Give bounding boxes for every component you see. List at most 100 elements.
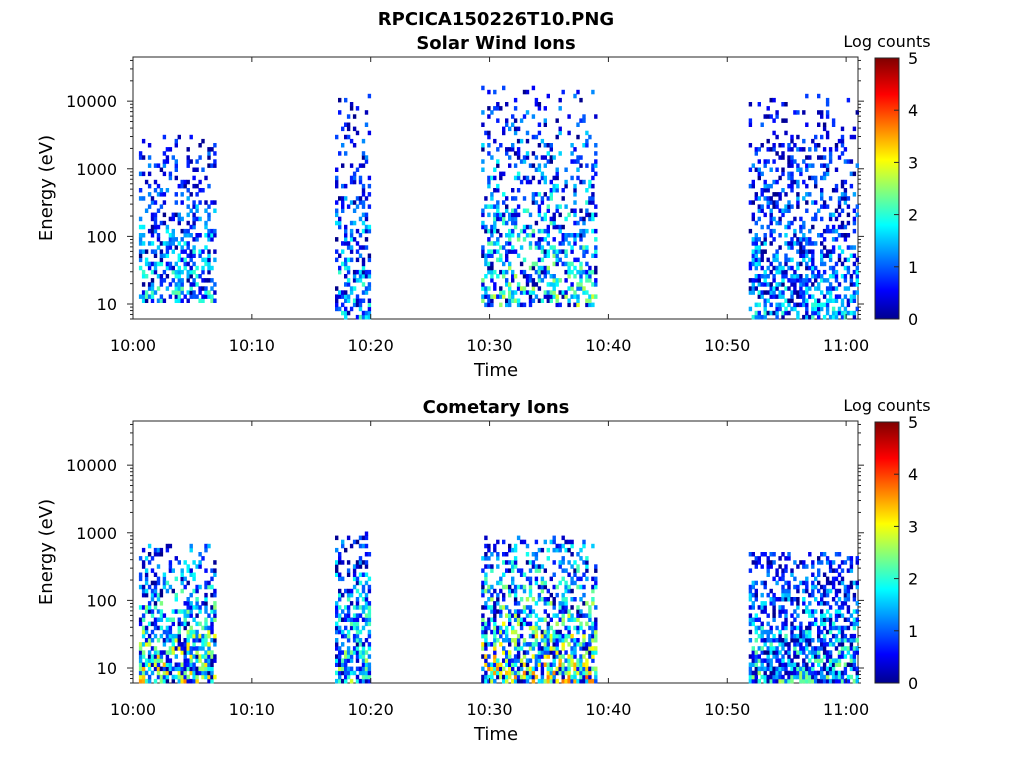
heatmap-cell	[769, 208, 773, 213]
heatmap-cell	[543, 269, 547, 275]
heatmap-cell	[546, 253, 550, 258]
heatmap-cell	[766, 560, 770, 565]
heatmap-cell	[534, 666, 539, 672]
heatmap-cell	[153, 547, 158, 553]
heatmap-cell	[549, 179, 553, 185]
heatmap-cell	[802, 674, 806, 680]
heatmap-cell	[484, 294, 488, 299]
heatmap-cell	[820, 670, 824, 676]
heatmap-cell	[171, 155, 175, 160]
heatmap-cell	[505, 568, 509, 573]
heatmap-cell	[763, 163, 767, 168]
heatmap-cell	[748, 629, 753, 635]
heatmap-cell	[564, 666, 568, 672]
heatmap-cell	[183, 294, 187, 299]
heatmap-cell	[141, 224, 146, 230]
heatmap-cell	[358, 175, 363, 181]
heatmap-cell	[802, 666, 806, 672]
heatmap-cell	[787, 163, 791, 168]
heatmap-cell	[817, 143, 821, 148]
heatmap-cell	[213, 601, 217, 606]
heatmap-cell	[843, 625, 848, 631]
heatmap-cell	[766, 159, 770, 164]
heatmap-cell	[579, 613, 583, 618]
heatmap-cell	[840, 560, 845, 565]
heatmap-cell	[141, 155, 146, 160]
heatmap-cell	[346, 670, 351, 676]
heatmap-cell	[481, 143, 485, 148]
heatmap-cell	[174, 638, 178, 643]
heatmap-cell	[760, 122, 764, 127]
heatmap-cell	[855, 290, 859, 295]
heatmap-cell	[147, 282, 152, 287]
heatmap-cell	[831, 265, 836, 271]
heatmap-cell	[159, 625, 164, 631]
heatmap-cell	[484, 535, 488, 541]
heatmap-cell	[763, 650, 767, 655]
heatmap-cell	[204, 580, 208, 586]
heatmap-cell	[141, 605, 146, 610]
heatmap-cell	[588, 646, 592, 651]
heatmap-cell	[171, 216, 175, 222]
heatmap-cell	[346, 658, 351, 663]
heatmap-cell	[141, 564, 146, 569]
heatmap-cell	[499, 666, 503, 672]
heatmap-cell	[552, 261, 556, 267]
heatmap-cell	[540, 257, 545, 263]
heatmap-cell	[361, 163, 366, 168]
heatmap-cell	[549, 678, 553, 684]
heatmap-cell	[757, 208, 761, 213]
heatmap-cell	[799, 674, 803, 680]
heatmap-cell	[189, 654, 193, 659]
heatmap-cell	[511, 212, 515, 218]
heatmap-cell	[511, 564, 515, 569]
heatmap-cell	[760, 662, 764, 667]
heatmap-cell	[543, 122, 547, 127]
heatmap-cell	[849, 278, 854, 283]
heatmap-cell	[748, 613, 753, 618]
heatmap-cell	[141, 588, 146, 594]
heatmap-cell	[840, 138, 845, 144]
heatmap-cell	[531, 175, 536, 181]
heatmap-cell	[499, 580, 503, 586]
heatmap-cell	[822, 147, 827, 152]
heatmap-cell	[561, 646, 565, 651]
heatmap-cell	[822, 261, 827, 267]
heatmap-cell	[481, 282, 485, 287]
heatmap-cell	[358, 306, 363, 312]
heatmap-cell	[840, 674, 845, 680]
heatmap-cell	[760, 666, 764, 672]
heatmap-cell	[153, 662, 158, 667]
heatmap-cell	[174, 175, 178, 181]
heatmap-cell	[594, 245, 598, 250]
heatmap-cell	[159, 167, 164, 172]
heatmap-cell	[579, 155, 583, 160]
heatmap-cell	[352, 179, 357, 185]
heatmap-cell	[201, 670, 205, 676]
heatmap-cell	[522, 224, 527, 230]
heatmap-cell	[772, 613, 776, 618]
heatmap-cell	[490, 564, 494, 569]
colorbar-tick-label: 0	[908, 310, 918, 329]
heatmap-cell	[555, 629, 559, 635]
heatmap-cell	[822, 625, 827, 631]
heatmap-cell	[769, 290, 773, 295]
heatmap-cell	[796, 670, 800, 676]
heatmap-cell	[552, 155, 556, 160]
heatmap-cell	[213, 163, 217, 168]
heatmap-cell	[153, 625, 158, 631]
heatmap-cell	[852, 134, 857, 140]
heatmap-cell	[588, 666, 592, 672]
heatmap-cell	[210, 638, 214, 643]
heatmap-cell	[144, 662, 149, 667]
heatmap-cell	[766, 282, 770, 287]
heatmap-cell	[207, 163, 211, 168]
heatmap-cell	[165, 228, 170, 234]
heatmap-cell	[555, 278, 559, 283]
heatmap-cell	[534, 282, 539, 287]
heatmap-cell	[822, 678, 827, 684]
heatmap-cell	[511, 678, 515, 684]
heatmap-cell	[344, 294, 348, 299]
heatmap-cell	[796, 200, 800, 205]
heatmap-cell	[207, 204, 211, 209]
